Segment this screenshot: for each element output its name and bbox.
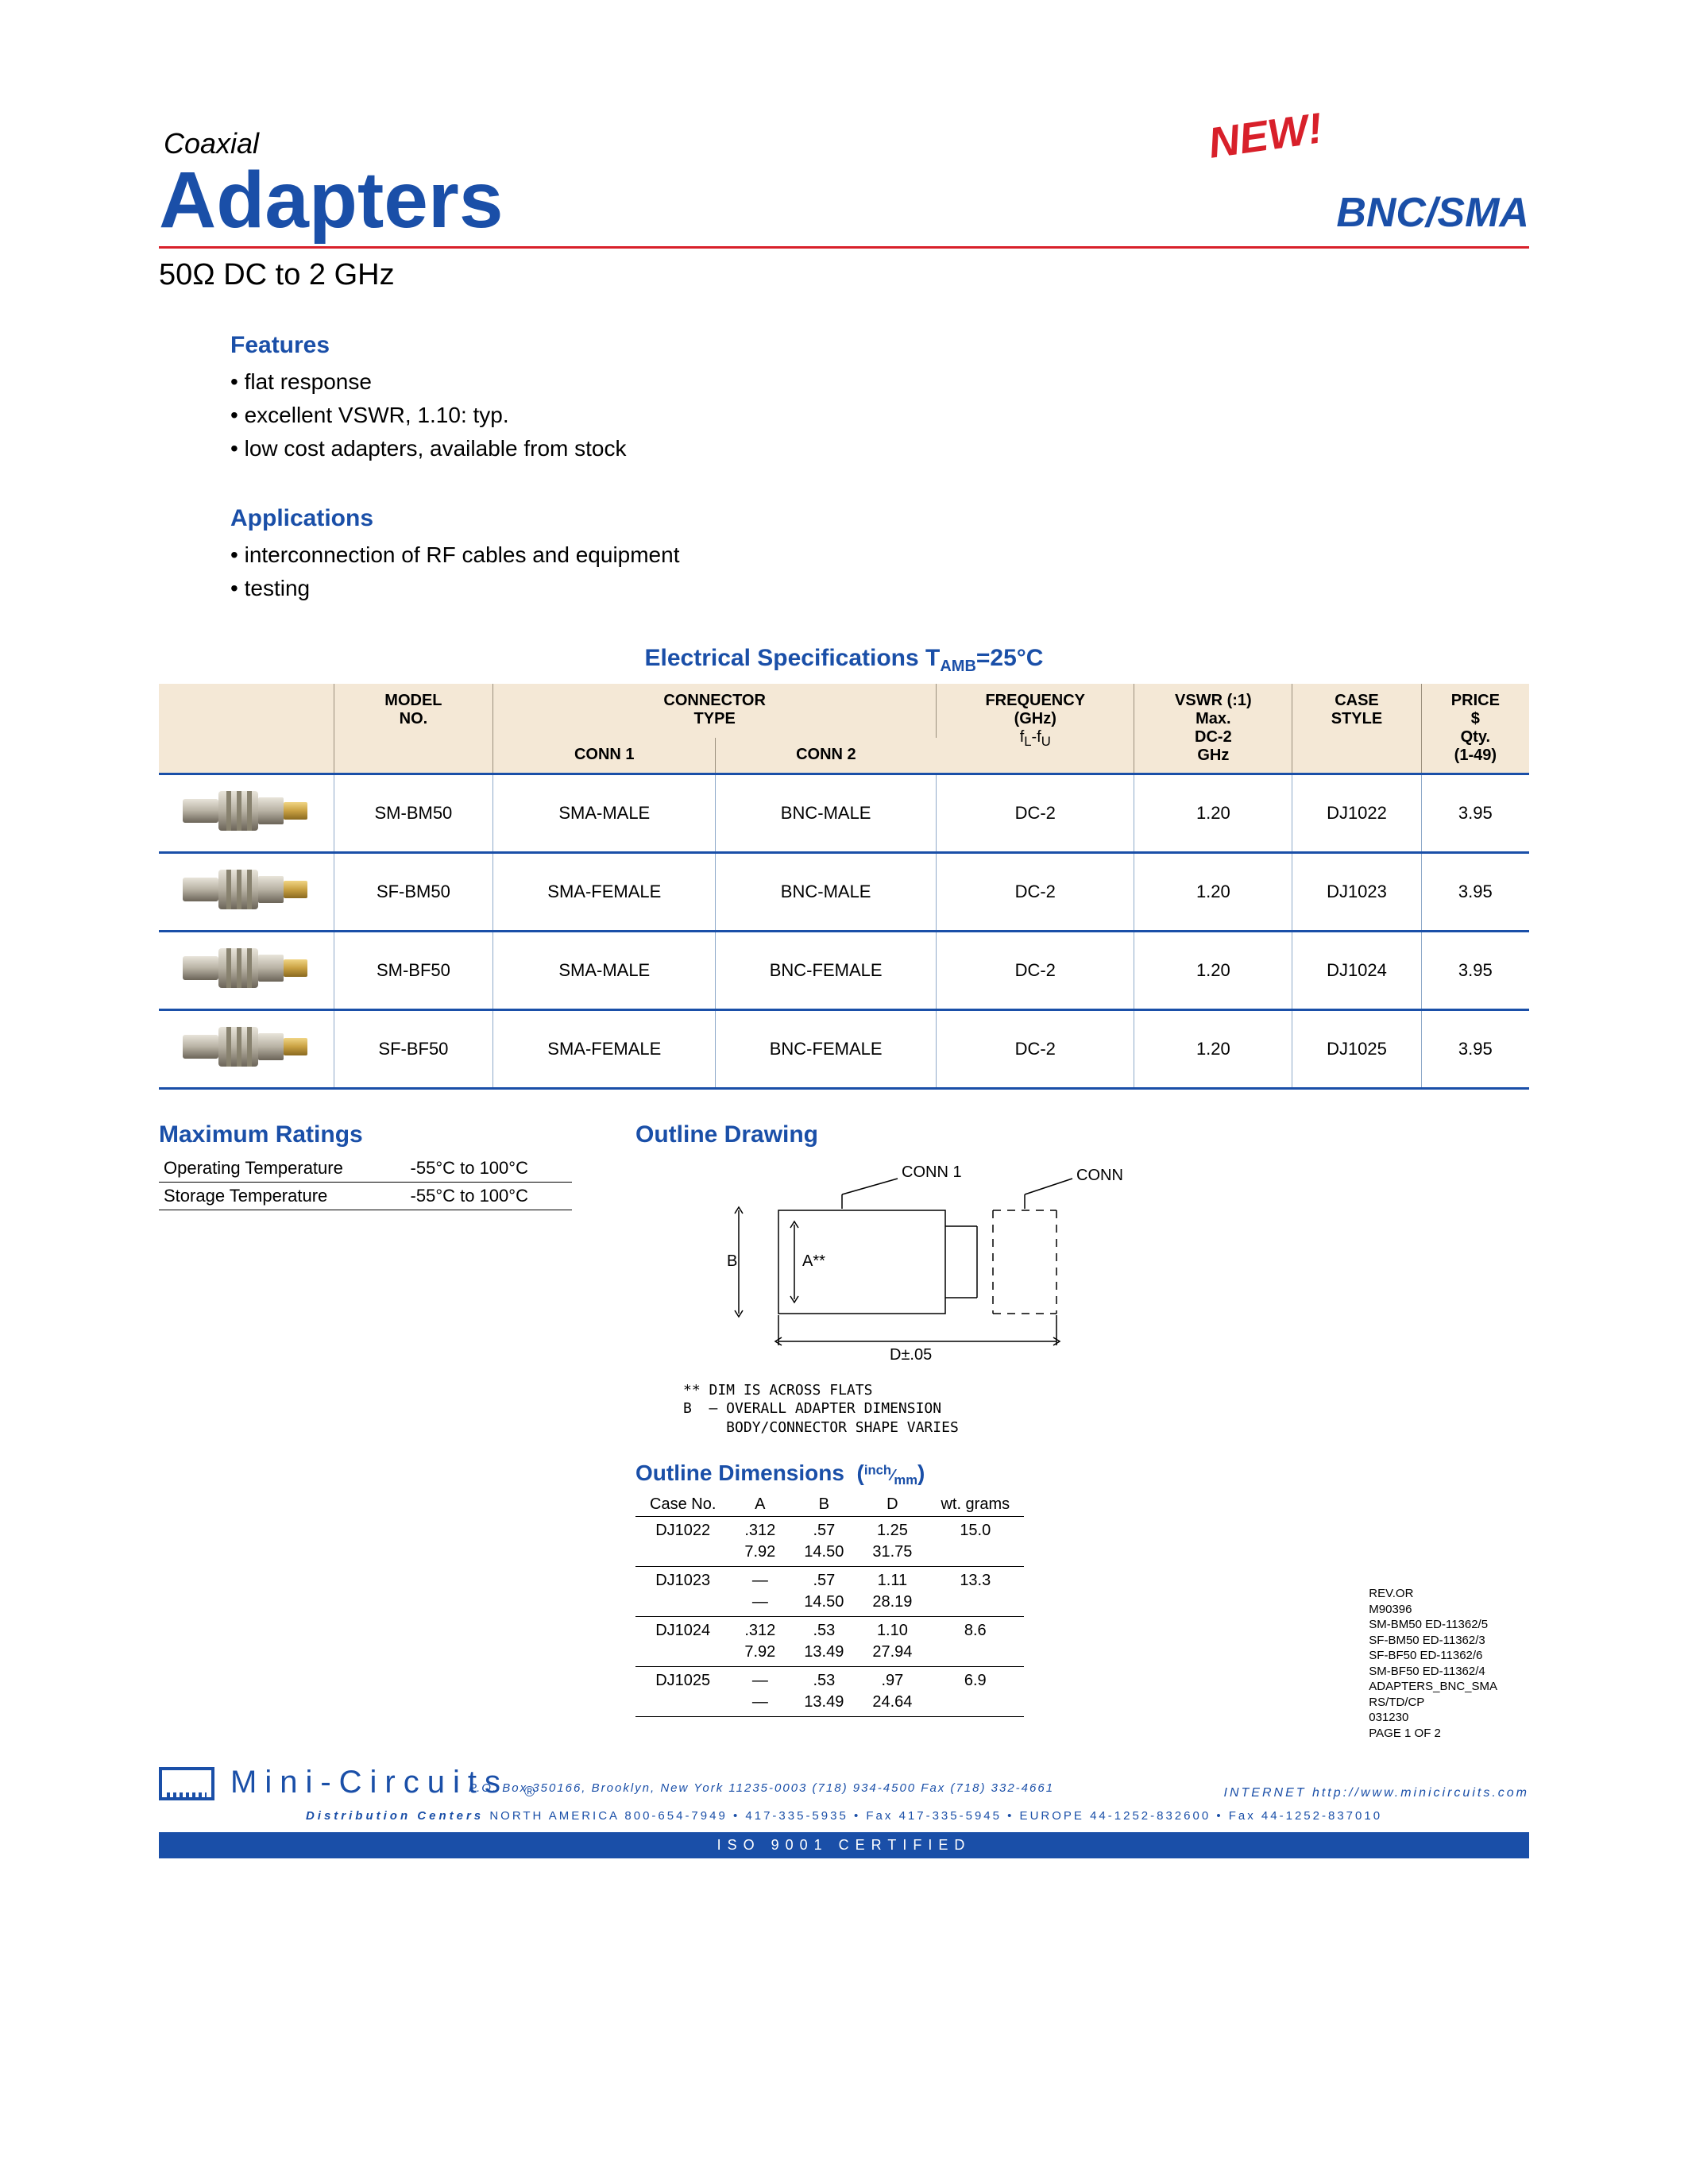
- header: Coaxial Adapters NEW! BNC/SMA: [159, 127, 1529, 240]
- cell-vswr: 1.20: [1134, 774, 1292, 853]
- cell-conn2: BNC-FEMALE: [716, 932, 937, 1010]
- max-ratings-table: Operating Temperature-55°C to 100°C Stor…: [159, 1155, 572, 1210]
- col-connector: CONNECTOR TYPE: [493, 684, 937, 738]
- dim-a-label: A**: [802, 1252, 825, 1270]
- table-row: —13.4924.64: [635, 1692, 1024, 1717]
- cell-vswr: 1.20: [1134, 932, 1292, 1010]
- col-conn1: CONN 1: [493, 738, 716, 774]
- product-image: [159, 1010, 334, 1089]
- max-ratings-heading: Maximum Ratings: [159, 1121, 572, 1148]
- electrical-spec-heading: Electrical Specifications TAMB=25°C: [159, 645, 1529, 676]
- cell-price: 3.95: [1421, 932, 1529, 1010]
- table-row: 7.9213.4927.94: [635, 1642, 1024, 1667]
- revision-block: REV.ORM90396SM-BM50 ED-11362/5SF-BM50 ED…: [1369, 1586, 1497, 1741]
- cell-freq: DC-2: [937, 932, 1134, 1010]
- cell-freq: DC-2: [937, 853, 1134, 932]
- features-heading: Features: [230, 332, 1529, 359]
- outline-dimensions-table: Case No. A B D wt. grams DJ1022.312.571.…: [635, 1493, 1024, 1717]
- cell-model: SF-BM50: [334, 853, 493, 932]
- cell-price: 3.95: [1421, 774, 1529, 853]
- cell-freq: DC-2: [937, 1010, 1134, 1089]
- col-conn2: CONN 2: [716, 738, 937, 774]
- features-list: flat response excellent VSWR, 1.10: typ.…: [230, 365, 1529, 465]
- cell-conn2: BNC-MALE: [716, 774, 937, 853]
- col-case: CASE STYLE: [1292, 684, 1421, 774]
- applications-list: interconnection of RF cables and equipme…: [230, 538, 1529, 605]
- table-row: DJ1023—.571.1113.3: [635, 1567, 1024, 1592]
- spec-line: 50Ω DC to 2 GHz: [159, 258, 1529, 292]
- footer: Mini-Circuits® INTERNET http://www.minic…: [159, 1765, 1529, 1858]
- table-row: —14.5028.19: [635, 1592, 1024, 1617]
- list-item: excellent VSWR, 1.10: typ.: [230, 399, 1529, 432]
- col-image: [159, 684, 334, 774]
- cell-case: DJ1025: [1292, 1010, 1421, 1089]
- divider: [159, 246, 1529, 249]
- product-image: [159, 932, 334, 1010]
- cell-case: DJ1023: [1292, 853, 1421, 932]
- col-frequency: FREQUENCY (GHz)fL-fU: [937, 684, 1134, 774]
- list-item: interconnection of RF cables and equipme…: [230, 538, 1529, 572]
- connector-subtype: BNC/SMA: [1336, 189, 1529, 237]
- footer-distribution: Distribution Centers Distribution Center…: [159, 1809, 1529, 1823]
- outline-drawing-heading: Outline Drawing: [635, 1121, 1529, 1148]
- table-row: DJ1022.312.571.2515.0: [635, 1517, 1024, 1542]
- cell-conn1: SMA-FEMALE: [493, 853, 716, 932]
- logo-text: Mini-Circuits: [230, 1765, 508, 1800]
- page-title: Adapters: [159, 160, 1529, 240]
- table-row: SF-BM50 SMA-FEMALE BNC-MALE DC-2 1.20 DJ…: [159, 853, 1529, 932]
- cell-model: SM-BM50: [334, 774, 493, 853]
- cell-freq: DC-2: [937, 774, 1134, 853]
- cell-model: SM-BF50: [334, 932, 493, 1010]
- outline-notes: ** DIM IS ACROSS FLATS B – OVERALL ADAPT…: [683, 1381, 1529, 1437]
- logo-icon: [159, 1767, 214, 1800]
- table-row: SM-BF50 SMA-MALE BNC-FEMALE DC-2 1.20 DJ…: [159, 932, 1529, 1010]
- col-price: PRICE $ Qty. (1-49): [1421, 684, 1529, 774]
- dim-d-label: D±.05: [890, 1346, 932, 1364]
- cell-model: SF-BF50: [334, 1010, 493, 1089]
- cell-case: DJ1024: [1292, 932, 1421, 1010]
- table-row: DJ1025—.53.976.9: [635, 1667, 1024, 1692]
- conn1-label: CONN 1: [902, 1163, 962, 1181]
- cell-price: 3.95: [1421, 853, 1529, 932]
- rating-value: -55°C to 100°C: [406, 1183, 572, 1210]
- cell-conn1: SMA-MALE: [493, 774, 716, 853]
- cell-conn1: SMA-MALE: [493, 932, 716, 1010]
- applications-heading: Applications: [230, 505, 1529, 532]
- table-row: 7.9214.5031.75: [635, 1542, 1024, 1567]
- cell-conn2: BNC-MALE: [716, 853, 937, 932]
- outline-dimensions-heading: Outline Dimensions (inch⁄mm): [635, 1461, 1529, 1488]
- cell-case: DJ1022: [1292, 774, 1421, 853]
- product-image: [159, 853, 334, 932]
- table-row: SF-BF50 SMA-FEMALE BNC-FEMALE DC-2 1.20 …: [159, 1010, 1529, 1089]
- list-item: flat response: [230, 365, 1529, 399]
- cell-price: 3.95: [1421, 1010, 1529, 1089]
- rating-label: Storage Temperature: [159, 1183, 406, 1210]
- table-row: SM-BM50 SMA-MALE BNC-MALE DC-2 1.20 DJ10…: [159, 774, 1529, 853]
- dim-b-label: B: [727, 1252, 737, 1270]
- list-item: low cost adapters, available from stock: [230, 432, 1529, 465]
- conn2-label: CONN 2: [1076, 1167, 1128, 1184]
- electrical-spec-table: MODEL NO. CONNECTOR TYPE FREQUENCY (GHz)…: [159, 684, 1529, 1090]
- cell-conn1: SMA-FEMALE: [493, 1010, 716, 1089]
- iso-certification: ISO 9001 CERTIFIED: [159, 1832, 1529, 1858]
- list-item: testing: [230, 572, 1529, 605]
- cell-conn2: BNC-FEMALE: [716, 1010, 937, 1089]
- cell-vswr: 1.20: [1134, 1010, 1292, 1089]
- col-model: MODEL NO.: [334, 684, 493, 774]
- outline-drawing: CONN 1 CONN 2 B A** D±.05: [683, 1163, 1128, 1369]
- table-row: DJ1024.312.531.108.6: [635, 1617, 1024, 1642]
- rating-label: Operating Temperature: [159, 1155, 406, 1183]
- product-image: [159, 774, 334, 853]
- rating-value: -55°C to 100°C: [406, 1155, 572, 1183]
- col-vswr: VSWR (:1) Max. DC-2 GHz: [1134, 684, 1292, 774]
- cell-vswr: 1.20: [1134, 853, 1292, 932]
